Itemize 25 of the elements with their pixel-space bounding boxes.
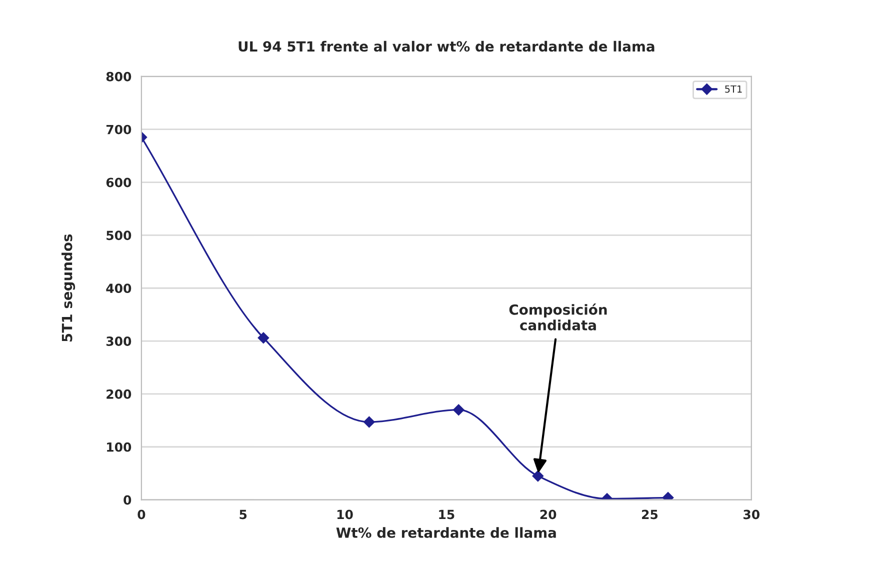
point (258, 332, 270, 344)
y-tick-label: 200 (106, 389, 132, 399)
y-tick-label: 400 (106, 284, 132, 294)
point (453, 404, 464, 416)
chart-title: UL 94 5T1 frente al valor wt% de retardante de llama (238, 40, 654, 52)
x-tick-label: 5 (240, 510, 247, 520)
x-tick-label: 10 (337, 510, 353, 520)
x-tick-label: 25 (642, 510, 658, 520)
x-axis-title: Wt% de retardante de llama (336, 527, 556, 538)
legend-label: 5T1 (725, 85, 742, 93)
y-tick-label: 800 (106, 72, 132, 82)
point (364, 416, 375, 428)
y-tick-label: 100 (107, 442, 132, 452)
y-tick-label: 600 (106, 178, 132, 188)
y-tick-label: 700 (106, 124, 132, 134)
x-tick-label: 0 (138, 510, 146, 520)
y-tick-label: 300 (106, 336, 132, 346)
x-tick-label: 15 (439, 510, 454, 520)
x-tick-label: 30 (744, 510, 760, 520)
y-tick-label: 500 (106, 230, 132, 240)
point (532, 470, 544, 482)
annotation: Composición candidata (509, 304, 607, 330)
y-tick-label: 0 (124, 495, 132, 505)
x-tick-label: 20 (540, 510, 556, 520)
y-axis-title: 5T1 segundos (62, 234, 76, 342)
